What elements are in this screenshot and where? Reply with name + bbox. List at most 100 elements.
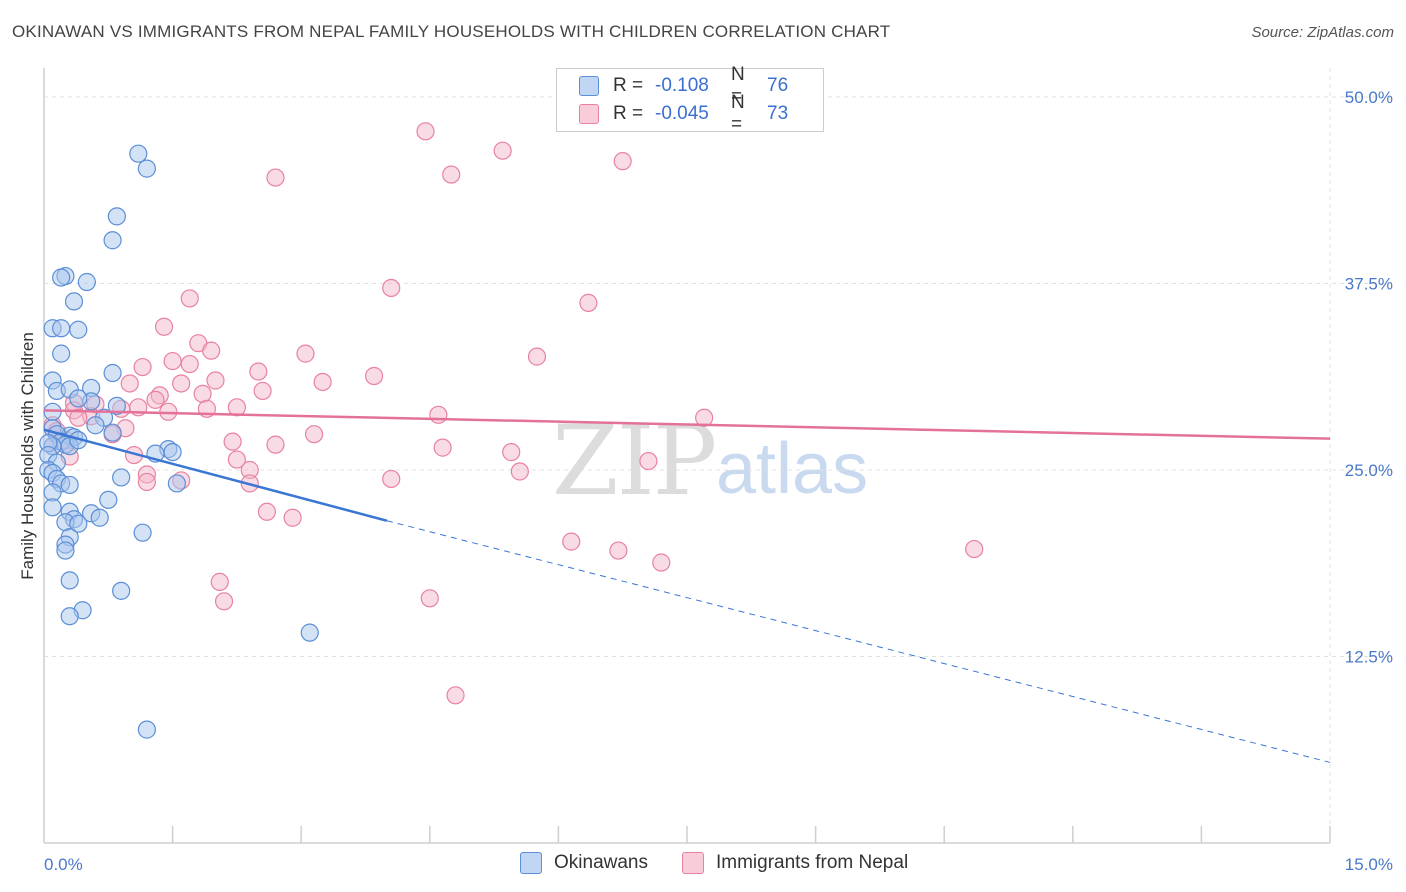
nepal-point — [120, 374, 139, 393]
nepal-point — [227, 398, 246, 417]
okinawan-point — [99, 490, 118, 509]
okinawan-point — [52, 268, 71, 287]
okinawan-point — [133, 523, 152, 542]
nepal-point — [266, 168, 285, 187]
okinawan-point — [60, 571, 79, 590]
y-tick-labels: 12.5% 25.0% 37.5% 50.0% — [1345, 88, 1393, 667]
nepal-point — [227, 450, 246, 469]
nepal-point — [210, 572, 229, 592]
nepal-point — [69, 408, 88, 427]
watermark-atlas: atlas — [716, 429, 869, 509]
x-tick-labels: 0.0% 15.0% — [44, 855, 1393, 874]
n-value: 76 — [767, 75, 789, 96]
okinawan-point — [90, 508, 109, 527]
y-tick-label: 12.5% — [1345, 648, 1393, 667]
okinawan-point — [56, 541, 75, 560]
x-tick-label-min: 0.0% — [44, 855, 83, 874]
okinawan-point — [112, 468, 131, 487]
okinawan-point — [167, 474, 186, 493]
okinawan-point — [69, 320, 88, 339]
okinawan-point — [69, 514, 88, 533]
nepal-trend-line — [43, 409, 1331, 440]
nepal-point — [382, 278, 401, 298]
nepal-point — [283, 508, 302, 527]
nepal-point — [146, 390, 165, 409]
okinawans-legend-label: Okinawans — [554, 852, 648, 873]
y-tick-label: 25.0% — [1345, 461, 1393, 480]
nepal-point — [493, 141, 512, 160]
okinawan-point — [103, 363, 122, 383]
nepal-point — [172, 374, 191, 393]
okinawan-point — [64, 292, 84, 311]
nepal-point — [416, 122, 435, 141]
trend-lines — [43, 409, 1331, 763]
nepal-point — [429, 405, 448, 424]
nepal-point — [695, 408, 714, 427]
nepal-point — [223, 432, 242, 451]
okinawan-point — [52, 344, 71, 363]
nepal-point — [420, 589, 439, 608]
nepal-point — [133, 357, 152, 377]
okinawan-point — [112, 581, 131, 600]
nepal-point — [446, 686, 465, 705]
bottom-legend-nepal[interactable]: Immigrants from Nepal — [682, 852, 908, 874]
nepal-point — [296, 344, 315, 363]
chart-source: Source: ZipAtlas.com — [1251, 24, 1394, 41]
nepal-point — [193, 384, 212, 404]
nepal-legend-label: Immigrants from Nepal — [716, 852, 909, 873]
nepal-point — [249, 362, 268, 381]
nepal-point — [313, 372, 332, 392]
nepal-point — [527, 347, 547, 366]
nepal-point — [266, 435, 285, 454]
nepal-point — [137, 472, 156, 492]
nepal-point — [433, 438, 452, 457]
nepal-point — [562, 532, 581, 551]
nepal-point — [442, 165, 461, 184]
nepal-swatch — [579, 104, 599, 124]
okinawan-point — [103, 231, 122, 250]
y-axis-label: Family Households with Children — [18, 332, 37, 580]
okinawan-point — [103, 423, 122, 442]
okinawan-point — [107, 207, 126, 226]
nepal-point — [382, 469, 401, 489]
okinawan-trend-solid — [43, 428, 388, 522]
nepal-point — [639, 451, 658, 471]
okinawan-point — [137, 159, 156, 178]
legend-row-okinawans: R = -0.108 N = 76 — [579, 64, 789, 107]
nepal-legend-swatch — [682, 852, 704, 874]
okinawan-point — [137, 720, 156, 739]
r-label: R = — [613, 103, 644, 124]
n-label: N = — [731, 92, 745, 135]
okinawans-legend-swatch — [520, 852, 542, 874]
nepal-point — [965, 539, 984, 559]
nepal-point — [257, 502, 277, 521]
nepal-point — [502, 442, 521, 462]
bottom-legend-okinawans[interactable]: Okinawans — [520, 852, 648, 874]
y-tick-label: 50.0% — [1345, 88, 1393, 107]
chart-title: OKINAWAN VS IMMIGRANTS FROM NEPAL FAMILY… — [12, 22, 891, 41]
okinawan-point — [52, 319, 71, 338]
okinawan-point — [60, 475, 79, 495]
legend-row-nepal: R = -0.045 N = 73 — [579, 92, 788, 135]
okinawan-point — [43, 498, 62, 517]
nepal-point — [510, 462, 529, 481]
okinawans-swatch — [579, 76, 599, 96]
okinawan-point — [69, 389, 88, 408]
okinawan-points — [39, 144, 319, 739]
n-label: N = — [731, 64, 745, 107]
nepal-point — [206, 371, 225, 390]
stats-legend: R = -0.108 N = 76 R = -0.045 N = 73 — [556, 64, 824, 135]
okinawan-point — [107, 396, 126, 415]
r-value: -0.045 — [655, 103, 709, 124]
nepal-point — [163, 351, 182, 371]
nepal-point — [609, 541, 628, 560]
y-tick-label: 37.5% — [1345, 275, 1393, 294]
nepal-point — [253, 381, 272, 401]
x-tick-label-max: 15.0% — [1345, 855, 1393, 874]
nepal-point — [613, 152, 632, 171]
nepal-point — [214, 592, 234, 611]
r-label: R = — [613, 75, 644, 96]
nepal-point — [180, 289, 199, 308]
nepal-point — [579, 293, 598, 312]
